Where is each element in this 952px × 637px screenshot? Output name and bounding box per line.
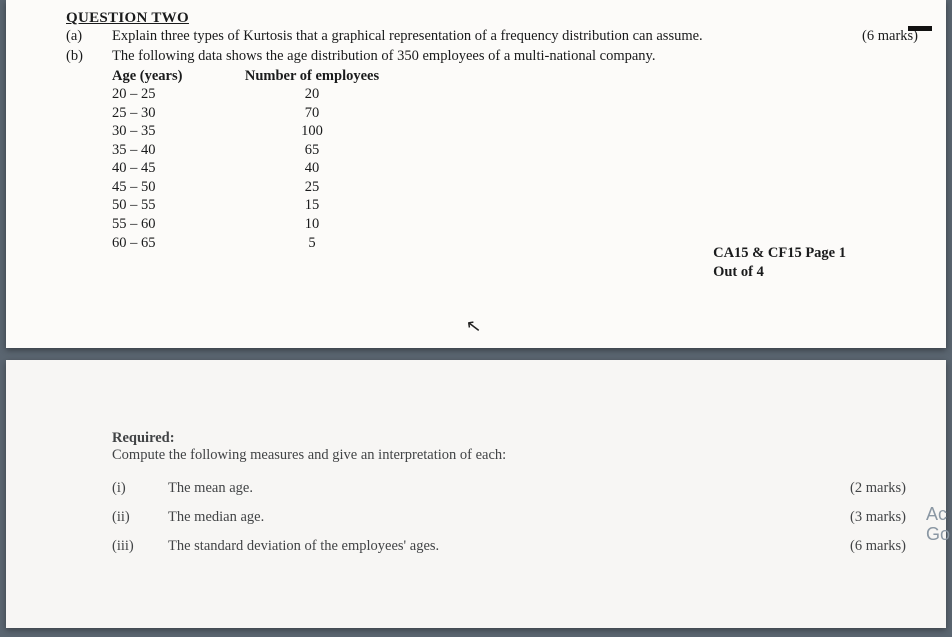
cell-age: 55 – 60	[112, 215, 232, 234]
watermark-line-2: Go	[926, 525, 950, 545]
cell-age: 35 – 40	[112, 141, 232, 160]
item-text: The median age.	[168, 503, 808, 532]
cell-n: 100	[232, 122, 392, 141]
cell-n: 40	[232, 159, 392, 178]
table-header-row: Age (years) Number of employees	[112, 68, 918, 85]
table-row: 25 – 3070	[112, 104, 918, 123]
cell-age: 30 – 35	[112, 122, 232, 141]
item-text: The standard deviation of the employees'…	[168, 532, 808, 561]
table-header-age: Age (years)	[112, 68, 232, 85]
item-text: The mean age.	[168, 474, 808, 503]
footer-line-1: CA15 & CF15 Page 1	[713, 244, 846, 263]
cell-n: 25	[232, 178, 392, 197]
age-distribution-table: Age (years) Number of employees 20 – 252…	[112, 68, 918, 252]
item-marks: (2 marks)	[808, 474, 918, 503]
cell-age: 60 – 65	[112, 234, 232, 253]
cell-age: 20 – 25	[112, 85, 232, 104]
part-a-label: (a)	[66, 27, 112, 47]
table-row: 20 – 2520	[112, 85, 918, 104]
cell-age: 25 – 30	[112, 104, 232, 123]
item-marks: (3 marks)	[808, 503, 918, 532]
required-intro: Compute the following measures and give …	[112, 447, 918, 464]
question-title: QUESTION TWO	[66, 10, 918, 27]
required-heading: Required:	[112, 430, 918, 447]
table-row: 35 – 4065	[112, 141, 918, 160]
page-footer-note: CA15 & CF15 Page 1 Out of 4	[713, 244, 846, 282]
cell-age: 40 – 45	[112, 159, 232, 178]
cell-age: 45 – 50	[112, 178, 232, 197]
table-row: 45 – 5025	[112, 178, 918, 197]
part-a-text: Explain three types of Kurtosis that a g…	[112, 27, 848, 47]
cell-n: 70	[232, 104, 392, 123]
watermark-line-1: Ac	[926, 505, 950, 525]
required-item: (i) The mean age. (2 marks)	[112, 474, 918, 503]
item-label: (iii)	[112, 532, 168, 561]
table-row: 55 – 6010	[112, 215, 918, 234]
table-row: 50 – 5515	[112, 196, 918, 215]
cell-n: 65	[232, 141, 392, 160]
table-header-n: Number of employees	[232, 68, 392, 85]
required-item: (ii) The median age. (3 marks)	[112, 503, 918, 532]
part-a-row: (a) Explain three types of Kurtosis that…	[66, 27, 918, 47]
cell-n: 5	[232, 234, 392, 253]
exam-page-bottom: Required: Compute the following measures…	[6, 360, 946, 628]
required-item: (iii) The standard deviation of the empl…	[112, 532, 918, 561]
part-b-label: (b)	[66, 47, 112, 67]
cell-n: 20	[232, 85, 392, 104]
cell-n: 10	[232, 215, 392, 234]
item-label: (i)	[112, 474, 168, 503]
item-marks: (6 marks)	[808, 532, 918, 561]
table-row: 40 – 4540	[112, 159, 918, 178]
cell-n: 15	[232, 196, 392, 215]
mouse-cursor-icon: ↖	[465, 315, 483, 338]
part-b-text: The following data shows the age distrib…	[112, 47, 918, 67]
part-b-row: (b) The following data shows the age dis…	[66, 47, 918, 67]
footer-line-2: Out of 4	[713, 263, 846, 282]
item-label: (ii)	[112, 503, 168, 532]
cell-age: 50 – 55	[112, 196, 232, 215]
table-row: 30 – 35100	[112, 122, 918, 141]
scan-artifact-dash	[908, 26, 932, 31]
exam-page-top: QUESTION TWO (a) Explain three types of …	[6, 0, 946, 348]
watermark-partial: Ac Go	[926, 505, 950, 545]
